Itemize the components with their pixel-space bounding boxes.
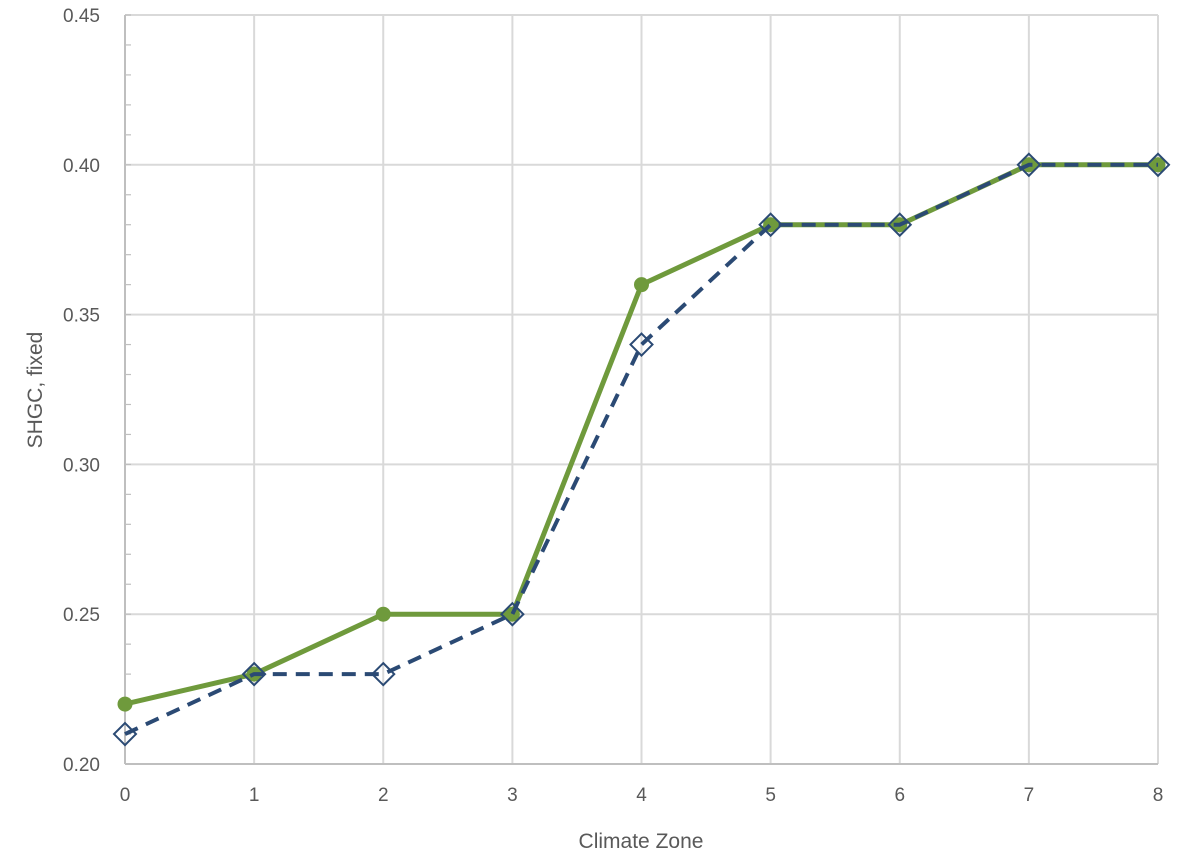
series-1-point [117, 696, 133, 712]
series-2-line [124, 162, 1158, 736]
series-2-point [629, 332, 654, 357]
x-tick-label: 2 [378, 785, 389, 806]
y-tick-label: 0.20 [63, 755, 100, 776]
y-tick-label: 0.30 [63, 455, 100, 476]
tick-labels: 0 1 2 3 4 5 6 7 8 0.20 0.25 0.30 0.35 0.40 0.45 [63, 6, 1163, 806]
y-axis-title: SHGC, fixed [24, 332, 47, 449]
x-axis-title: Climate Zone [579, 830, 704, 853]
x-tick-label: 0 [120, 785, 131, 806]
series-2-point [1016, 152, 1042, 178]
y-tick-label: 0.40 [63, 156, 100, 177]
series-layer [112, 152, 1171, 747]
grid-lines [124, 14, 1159, 765]
x-tick-label: 1 [249, 785, 260, 806]
series-2-point [887, 212, 913, 238]
x-tick-label: 5 [765, 785, 776, 806]
series-1-point [375, 606, 391, 622]
series-2-point [1145, 152, 1171, 178]
series-2-point [112, 721, 138, 747]
y-tick-label: 0.25 [63, 605, 100, 626]
y-tick-label: 0.35 [63, 306, 100, 327]
x-tick-label: 3 [507, 785, 518, 806]
series-2-point [758, 212, 784, 238]
series-2-point [499, 601, 525, 627]
series-2-point [370, 661, 396, 687]
x-tick-label: 4 [636, 785, 647, 806]
series-2 [112, 152, 1171, 747]
series-1-point [634, 277, 649, 293]
series-2-point [241, 661, 267, 687]
x-tick-label: 7 [1024, 785, 1035, 806]
y-tick-label: 0.45 [63, 6, 100, 27]
x-tick-label: 8 [1153, 785, 1164, 806]
axes [124, 14, 1158, 765]
x-tick-label: 6 [894, 785, 905, 806]
